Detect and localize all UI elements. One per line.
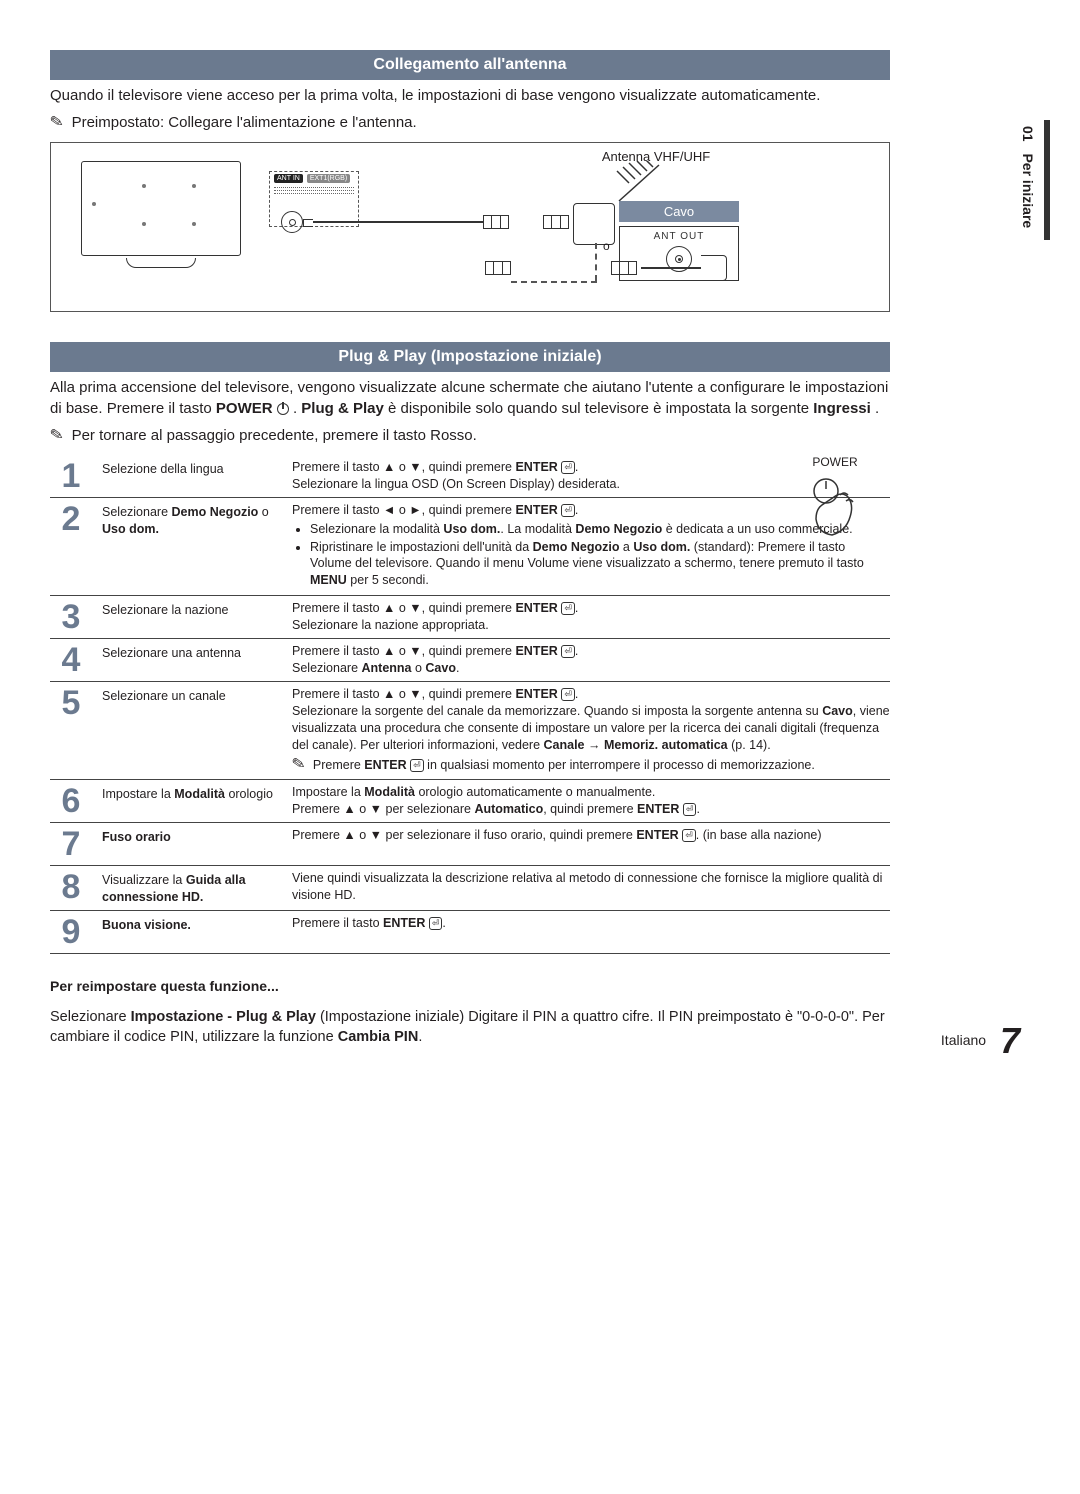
section2-note: ✎ Per tornare al passaggio precedente, p… — [50, 425, 890, 445]
step-title: Selezionare un canale — [102, 686, 282, 705]
antenna-icon — [611, 161, 671, 205]
step-row: 6 Impostare la Modalità orologio Impostare… — [50, 780, 890, 823]
side-tab: 01 Per iniziare — [1016, 120, 1040, 234]
step-number: 5 — [50, 686, 92, 720]
step-row: 4 Selezionare una antenna Premere il tasto… — [50, 639, 890, 682]
step-body: Impostare la Modalità orologio automatic… — [292, 784, 890, 818]
step-title: Fuso orario — [102, 827, 282, 846]
power-hint: POWER — [790, 455, 880, 546]
reset-heading: Per reimpostare questa funzione... — [50, 978, 890, 994]
step-row: 5 Selezionare un canale Premere il tasto ▲… — [50, 682, 890, 780]
coax-out-icon — [666, 246, 692, 272]
section2-intro: Alla prima accensione del televisore, ve… — [50, 378, 890, 419]
node-icon: o — [603, 239, 610, 253]
step-row: 2Selezionare Demo Negozio o Uso dom.Prem… — [50, 498, 890, 596]
cable-box: Cavo ANT OUT — [619, 201, 739, 281]
step-number: 8 — [50, 870, 92, 904]
step-title: Selezione della lingua — [102, 459, 282, 478]
reset-body: Selezionare Impostazione - Plug & Play (… — [50, 1008, 890, 1047]
coax-icon — [281, 211, 303, 233]
section1-title: Collegamento all'antenna — [50, 50, 890, 80]
step-body: Premere ▲ o ▼ per selezionare il fuso or… — [292, 827, 890, 844]
step-title: Selezionare una antenna — [102, 643, 282, 662]
section1-intro: Quando il televisore viene acceso per la… — [50, 86, 890, 106]
section1-note: ✎ Preimpostato: Collegare l'alimentazion… — [50, 112, 890, 132]
step-body: Premere il tasto ENTER ⏎. — [292, 915, 890, 932]
power-label: POWER — [790, 455, 880, 469]
port-ant-label: ANT IN — [274, 174, 303, 183]
power-icon — [277, 403, 289, 415]
step-number: 6 — [50, 784, 92, 818]
step-number: 3 — [50, 600, 92, 634]
port-ext-label: EXT1(RGB) — [307, 174, 350, 183]
step-body: Viene quindi visualizzata la descrizione… — [292, 870, 890, 904]
side-strip — [1044, 120, 1050, 240]
step-body: Premere il tasto ▲ o ▼, quindi premere E… — [292, 643, 890, 677]
step-number: 9 — [50, 915, 92, 949]
hand-press-icon — [800, 473, 870, 543]
note-icon: ✎ — [48, 111, 65, 133]
plug-icon — [483, 215, 509, 229]
chapter-label: Per iniziare — [1020, 153, 1036, 228]
step-title: Impostare la Modalità orologio — [102, 784, 282, 803]
step-row: 7 Fuso orario Premere ▲ o ▼ per selezionar… — [50, 823, 890, 866]
step-number: 4 — [50, 643, 92, 677]
step-row: 9 Buona visione. Premere il tasto ENTER ⏎. — [50, 911, 890, 954]
step-title: Buona visione. — [102, 915, 282, 934]
plug-icon — [485, 261, 511, 275]
step-number: 7 — [50, 827, 92, 861]
step-body: Premere il tasto ▲ o ▼, quindi premere E… — [292, 600, 890, 634]
ant-out-label: ANT OUT — [620, 231, 738, 242]
section1-note-text: Preimpostato: Collegare l'alimentazione … — [72, 114, 417, 131]
steps-list: POWER 1 Selezione della lingua Premere il … — [50, 455, 890, 954]
note-icon: ✎ — [48, 424, 65, 446]
step-row: 8 Visualizzare la Guida alla connessione … — [50, 866, 890, 911]
chapter-num: 01 — [1020, 126, 1036, 142]
step-number: 2 — [50, 502, 92, 536]
tv-icon — [81, 161, 241, 271]
step-title: Visualizzare la Guida alla connessione H… — [102, 870, 282, 906]
step-number: 1 — [50, 459, 92, 493]
antenna-diagram: ANT IN EXT1(RGB) Antenna VHF/UHF o — [50, 142, 890, 312]
plug-icon — [543, 215, 569, 229]
step-row: 3 Selezionare la nazione Premere il tasto … — [50, 596, 890, 639]
step-title: Selezionare la nazione — [102, 600, 282, 619]
step-title: Selezionare Demo Negozio o Uso dom. — [102, 502, 282, 538]
cavo-label: Cavo — [619, 201, 739, 222]
step-row: 1Selezione della linguaPremere il tasto … — [50, 455, 890, 498]
page-number: 7 — [1000, 1020, 1020, 1061]
page-content: Collegamento all'antenna Quando il telev… — [50, 50, 890, 1047]
section2-title: Plug & Play (Impostazione iniziale) — [50, 342, 890, 372]
page-footer: Italiano 7 — [941, 1020, 1020, 1062]
step-body: Premere il tasto ▲ o ▼, quindi premere E… — [292, 686, 890, 775]
footer-lang: Italiano — [941, 1032, 986, 1048]
